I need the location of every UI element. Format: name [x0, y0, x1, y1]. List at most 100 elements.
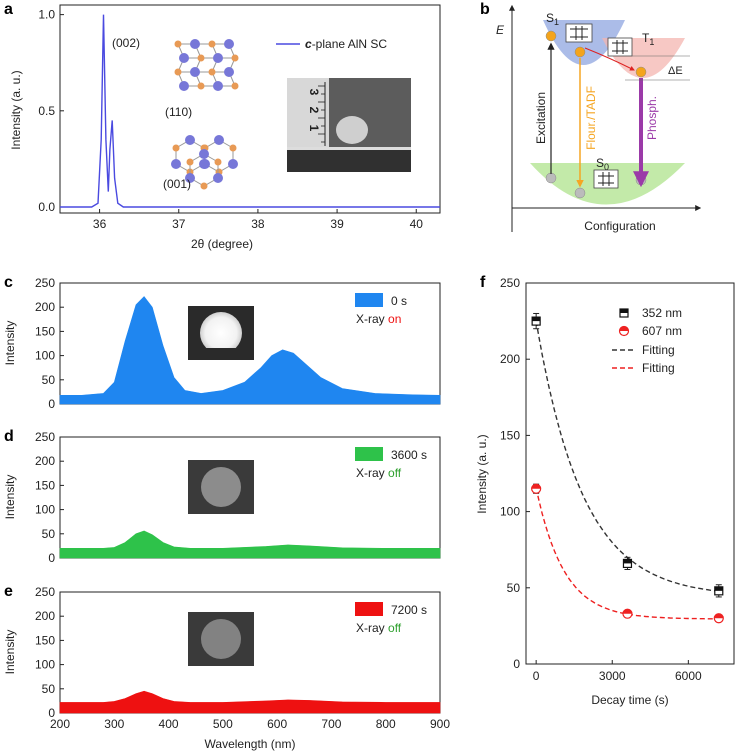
y-tick-label: 50 [42, 527, 56, 541]
crystal-atom [208, 68, 216, 76]
struct-label-110: (110) [165, 105, 192, 119]
marker-352nm-fill [532, 317, 541, 322]
panel-f-plot [531, 312, 724, 624]
crystal-atom [186, 158, 194, 166]
s0-label: S0 [596, 156, 609, 172]
panel-e: e 0 50 100 150 200 250 200 300 400 500 600 700 800 90… [3, 583, 450, 751]
y-tick-label: 1.0 [38, 8, 55, 22]
fluorescence-label: Flour./TADF [584, 86, 598, 150]
legend-3600s: 3600 s [391, 448, 427, 462]
x-tick-label: 400 [159, 717, 179, 731]
y-tick-label: 50 [507, 581, 521, 595]
panel-f-xlabel: Decay time (s) [591, 693, 668, 707]
crystal-atom [231, 82, 239, 90]
s1-level-box [565, 23, 593, 43]
marker-607nm-fill [622, 609, 632, 614]
y-tick-label: 100 [35, 503, 55, 517]
luminescence-photo-icon [188, 460, 254, 514]
panel-d: d 0 50 100 150 200 250 Intensity 3600 s X-ray… [3, 428, 441, 565]
ruler-number-3: 3 [307, 89, 321, 96]
panel-c-letter: c [4, 274, 13, 291]
panel-a: a 36 37 38 39 40 0.0 0.5 1.0 2θ (degree) Intens… [4, 1, 441, 251]
s1-label: S1 [546, 11, 559, 27]
legend-label: 352 nm [642, 306, 682, 320]
panel-e-xlabel: Wavelength (nm) [205, 737, 296, 751]
ground-s0-a [545, 172, 557, 184]
spectrum-7200s-area [59, 690, 441, 714]
xray-status-e: X-ray off [356, 621, 402, 635]
x-tick-label: 0 [533, 669, 540, 683]
x-tick-label: 39 [330, 217, 344, 231]
legend-marker-607nm-fill [619, 326, 629, 331]
y-tick-label: 0 [48, 397, 55, 411]
y-tick-label: 0 [48, 706, 55, 720]
x-tick-label: 6000 [675, 669, 702, 683]
crystal-atom [172, 144, 180, 152]
x-tick-label: 300 [104, 717, 124, 731]
crystal-atom [224, 67, 234, 77]
y-tick-label: 100 [35, 349, 55, 363]
y-tick-label: 0 [513, 657, 520, 671]
s0-level-box [593, 169, 619, 189]
electron-s1-b [574, 46, 586, 58]
crystal-atom [213, 173, 223, 183]
energy-axis-label: E [496, 23, 505, 37]
panel-a-frame [59, 4, 441, 214]
crystal-atom [200, 182, 208, 190]
crystal-atom [214, 135, 224, 145]
fit-curve-607nm [535, 487, 719, 620]
y-tick-label: 200 [35, 609, 55, 623]
panel-f-ylabel: Intensity (a. u.) [475, 434, 489, 513]
excitation-label: Excitation [534, 92, 548, 144]
crystal-atom [231, 54, 239, 62]
panel-f-legend: 352 nm 607 nm Fitting Fitting [612, 306, 682, 375]
t1-label: T1 [642, 31, 654, 47]
x-tick-label: 900 [430, 717, 450, 731]
panel-b-letter: b [480, 1, 490, 18]
electron-s1-a [545, 30, 557, 42]
panel-f-ticks: 0 50 100 150 200 250 0 3000 6000 [500, 276, 702, 683]
x-tick-label: 700 [321, 717, 341, 731]
crystal-atom [199, 149, 209, 159]
panel-d-ylabel: Intensity [3, 475, 17, 520]
panel-e-ticks: 0 50 100 150 200 250 200 300 400 500 600 700 800 900 [35, 585, 450, 731]
panel-c-ticks: 0 50 100 150 200 250 [35, 276, 441, 411]
ruler-number-2: 2 [307, 107, 321, 114]
x-tick-label: 37 [172, 217, 186, 231]
t1-level-box [607, 37, 633, 57]
crystal-atom [197, 82, 205, 90]
peak-label-002: (002) [112, 36, 140, 50]
xrd-curve [60, 14, 440, 208]
y-tick-label: 200 [35, 454, 55, 468]
x-tick-label: 200 [50, 717, 70, 731]
y-tick-label: 250 [35, 585, 55, 599]
crystal-atom [185, 135, 195, 145]
marker-352nm-fill [714, 586, 723, 591]
luminescence-photo-icon [188, 306, 254, 360]
x-tick-label: 500 [213, 717, 233, 731]
panel-b: b E Configuration S1 T1 S0 Excitation [480, 1, 702, 233]
y-tick-label: 100 [35, 658, 55, 672]
xrd-legend-prefix: c [305, 37, 312, 51]
crystal-atom [185, 173, 195, 183]
y-tick-label: 0.5 [38, 104, 55, 118]
xrd-legend-suffix: -plane AlN SC [312, 37, 388, 51]
panel-e-letter: e [4, 583, 13, 600]
spectrum-0s-area [59, 296, 441, 405]
xray-status-d: X-ray off [356, 466, 402, 480]
y-tick-label: 200 [500, 352, 520, 366]
marker-352nm-fill [623, 559, 632, 564]
panel-a-letter: a [4, 1, 13, 18]
x-tick-label: 3000 [599, 669, 626, 683]
ruler-photo-icon: 3 2 1 [287, 78, 411, 172]
crystal-atom [179, 53, 189, 63]
legend-label: Fitting [642, 343, 675, 357]
xray-status-c: X-ray on [356, 312, 401, 326]
y-tick-label: 150 [35, 324, 55, 338]
crystal-atom [200, 159, 210, 169]
panel-c-ylabel: Intensity [3, 321, 17, 366]
crystal-atom [174, 68, 182, 76]
panel-f: f 0 50 100 150 200 250 0 3000 6000 352 nm 607 nm F… [475, 274, 735, 707]
panel-c: c 0 50 100 150 200 250 Intensity 0 s X-ray on [3, 274, 441, 411]
configuration-label: Configuration [584, 219, 655, 233]
